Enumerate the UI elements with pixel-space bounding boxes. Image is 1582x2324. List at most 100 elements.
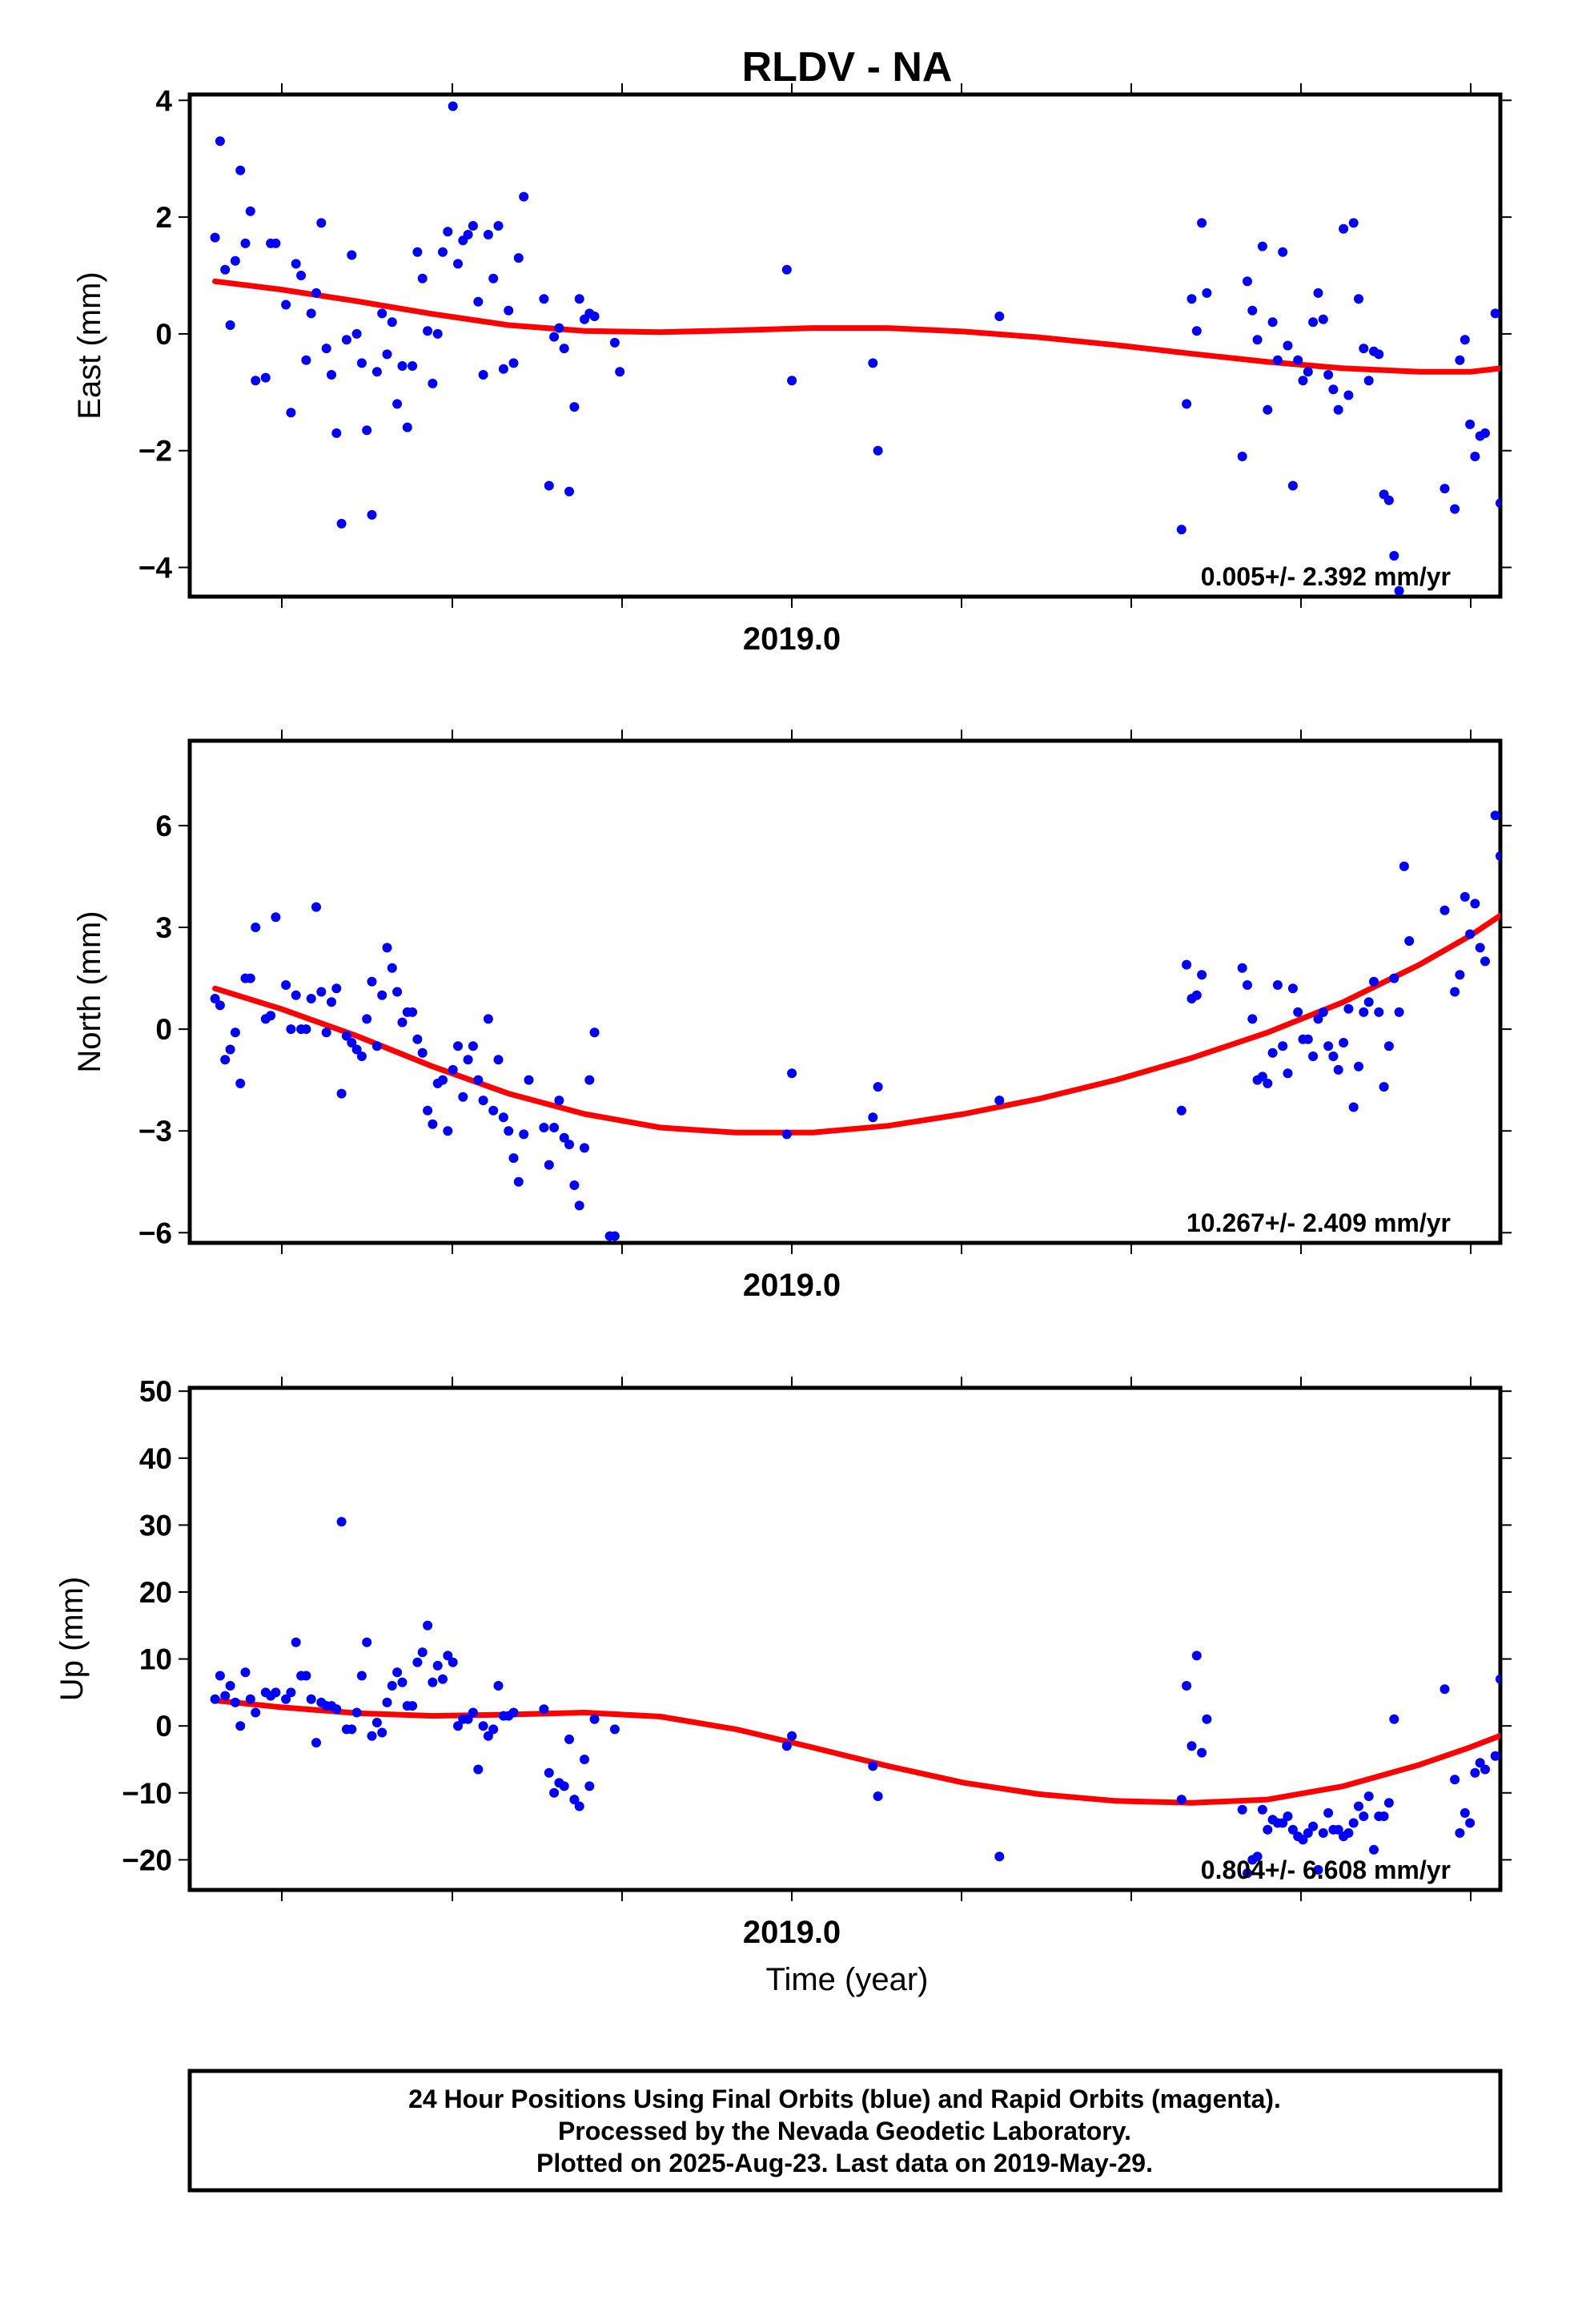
up-data-point	[478, 1721, 488, 1731]
north-data-point	[347, 1038, 357, 1047]
footer-line-1: 24 Hour Positions Using Final Orbits (bl…	[408, 2085, 1281, 2113]
north-y-tick-label: −6	[139, 1216, 172, 1249]
up-data-point	[609, 1724, 620, 1735]
north-data-point	[1257, 1072, 1267, 1082]
up-data-point	[580, 1755, 589, 1764]
north-data-point	[235, 1078, 246, 1088]
east-fit-line	[212, 278, 1500, 375]
up-rate-label: 0.804+/- 6.608 mm/yr	[1201, 1856, 1451, 1884]
north-data-point	[519, 1129, 529, 1140]
up-data-point	[483, 1731, 493, 1741]
east-data-point	[994, 312, 1005, 321]
east-data-point	[311, 287, 321, 298]
east-data-point	[1480, 428, 1490, 438]
up-data-point	[443, 1651, 453, 1661]
north-data-point	[367, 976, 377, 987]
north-data-point	[513, 1176, 524, 1187]
north-data-point	[1480, 956, 1490, 967]
east-data-point	[1293, 355, 1303, 365]
east-data-point	[316, 218, 327, 228]
north-data-point	[1339, 1038, 1349, 1047]
up-data-point	[1460, 1807, 1470, 1818]
east-data-point	[438, 247, 448, 257]
east-data-point	[1182, 399, 1192, 409]
up-data-point	[423, 1620, 433, 1630]
east-data-point	[362, 425, 372, 436]
up-data-point	[539, 1704, 549, 1715]
east-data-point	[1202, 287, 1212, 298]
up-data-point	[1490, 1751, 1500, 1761]
north-data-point	[1247, 1014, 1258, 1024]
north-data-point	[316, 987, 327, 997]
north-data-point	[301, 1024, 311, 1035]
north-data-point	[245, 973, 255, 983]
up-data-point	[1389, 1714, 1399, 1724]
up-data-point	[564, 1734, 574, 1744]
east-data-point	[1323, 370, 1334, 380]
north-data-point	[382, 943, 392, 953]
up-data-point	[351, 1707, 362, 1718]
east-data-point	[291, 259, 301, 269]
up-data-point	[225, 1681, 235, 1691]
up-data-point	[336, 1517, 347, 1527]
east-data-point	[423, 326, 433, 336]
east-data-point	[1465, 419, 1476, 429]
north-data-point	[1374, 1007, 1384, 1017]
north-data-point	[443, 1126, 453, 1136]
up-data-point	[291, 1637, 301, 1647]
east-data-point	[1186, 294, 1197, 304]
east-data-point	[251, 376, 261, 386]
footer-line-2: Processed by the Nevada Geodetic Laborat…	[558, 2117, 1131, 2145]
up-data-point	[781, 1741, 792, 1751]
up-data-point	[1298, 1835, 1308, 1845]
east-data-point	[336, 518, 347, 529]
east-data-point	[240, 238, 251, 248]
east-data-point	[1243, 276, 1252, 287]
up-data-point	[1283, 1811, 1293, 1821]
up-y-tick-label: 0	[155, 1710, 172, 1743]
up-data-point	[301, 1671, 311, 1681]
up-data-point	[331, 1704, 342, 1715]
east-data-point	[412, 247, 423, 257]
north-data-point	[336, 1088, 347, 1099]
up-data-point	[382, 1697, 392, 1707]
north-data-point	[787, 1068, 797, 1079]
up-data-point	[468, 1707, 478, 1718]
north-data-point	[1576, 777, 1582, 786]
east-data-point	[498, 364, 508, 374]
north-data-point	[1404, 936, 1415, 946]
up-data-point	[463, 1714, 473, 1724]
north-data-point	[428, 1119, 438, 1129]
up-data-point	[1263, 1824, 1273, 1835]
north-data-point	[549, 1123, 560, 1132]
north-data-point	[412, 1034, 423, 1044]
north-data-point	[1182, 959, 1192, 970]
up-data-point	[1379, 1811, 1389, 1821]
north-data-point	[271, 912, 281, 923]
north-data-point	[377, 990, 387, 1000]
north-data-point	[356, 1051, 367, 1061]
east-data-point	[327, 370, 336, 380]
north-data-point	[483, 1014, 493, 1024]
north-data-point	[291, 990, 301, 1000]
up-data-point	[392, 1667, 403, 1678]
east-data-point	[488, 273, 499, 283]
up-data-point	[1191, 1651, 1202, 1661]
north-data-point	[544, 1160, 554, 1170]
up-data-point	[787, 1731, 797, 1741]
east-data-point	[1278, 247, 1288, 257]
north-data-point	[458, 1092, 468, 1102]
north-data-point	[210, 994, 220, 1003]
north-x-tick-label: 2019.0	[743, 1268, 841, 1303]
east-data-point	[1308, 317, 1319, 328]
north-plot-frame	[187, 738, 1503, 1245]
east-data-point	[301, 355, 311, 365]
east-data-point	[1572, 294, 1581, 304]
up-data-point	[1257, 1804, 1267, 1815]
east-panel: 2019.0 4 2 0 −2 −4 East (mm) 0.005+/- 2.392 mm/…	[72, 83, 1581, 657]
up-data-point	[1252, 1852, 1263, 1862]
north-data-point	[493, 1055, 504, 1065]
north-data-point	[508, 1153, 519, 1164]
up-y-tick-label: −20	[122, 1844, 172, 1876]
north-data-point	[580, 1143, 589, 1153]
